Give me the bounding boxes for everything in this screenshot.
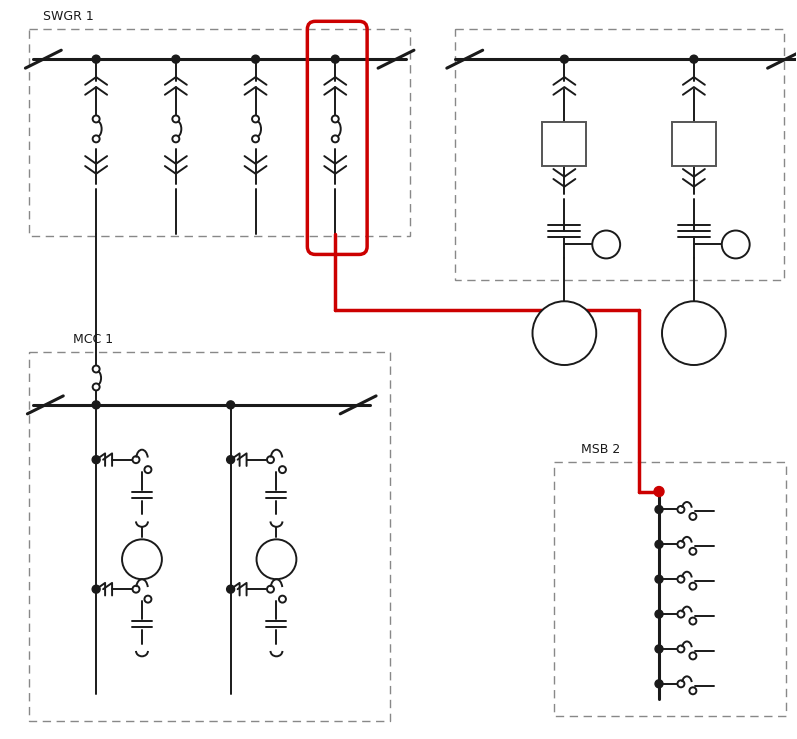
Circle shape <box>122 539 162 579</box>
Circle shape <box>677 645 685 653</box>
Circle shape <box>252 55 260 63</box>
Circle shape <box>677 541 685 548</box>
Circle shape <box>279 596 286 602</box>
Circle shape <box>92 366 100 372</box>
Circle shape <box>689 618 697 624</box>
Circle shape <box>132 456 139 463</box>
Circle shape <box>677 506 685 513</box>
Circle shape <box>532 302 596 365</box>
Bar <box>29 30 410 236</box>
Circle shape <box>257 539 296 579</box>
Circle shape <box>654 486 664 497</box>
Bar <box>455 30 783 280</box>
Circle shape <box>332 55 340 63</box>
Circle shape <box>144 596 151 602</box>
Circle shape <box>332 115 339 123</box>
Circle shape <box>92 115 100 123</box>
Circle shape <box>689 687 697 694</box>
Circle shape <box>690 55 698 63</box>
Circle shape <box>677 681 685 687</box>
Circle shape <box>132 586 139 593</box>
Circle shape <box>655 610 663 618</box>
Circle shape <box>172 55 180 63</box>
Circle shape <box>92 135 100 143</box>
Circle shape <box>252 135 259 143</box>
Circle shape <box>92 456 100 463</box>
Circle shape <box>92 55 100 63</box>
Bar <box>543 122 587 166</box>
Circle shape <box>655 645 663 653</box>
Circle shape <box>689 582 697 590</box>
Bar <box>672 122 716 166</box>
Circle shape <box>677 576 685 582</box>
Circle shape <box>226 585 234 593</box>
Text: SWGR 1: SWGR 1 <box>43 10 94 24</box>
Circle shape <box>279 466 286 473</box>
Circle shape <box>560 55 568 63</box>
Circle shape <box>655 575 663 583</box>
Circle shape <box>172 135 179 143</box>
Circle shape <box>662 302 726 365</box>
Circle shape <box>267 456 274 463</box>
Circle shape <box>689 548 697 555</box>
Circle shape <box>655 680 663 688</box>
Circle shape <box>92 401 100 409</box>
Circle shape <box>689 513 697 520</box>
Circle shape <box>226 401 234 409</box>
Circle shape <box>226 456 234 463</box>
Circle shape <box>655 505 663 514</box>
Circle shape <box>92 585 100 593</box>
Circle shape <box>655 540 663 548</box>
Circle shape <box>92 384 100 390</box>
Bar <box>29 352 390 721</box>
Circle shape <box>677 610 685 618</box>
Circle shape <box>722 231 750 259</box>
Circle shape <box>172 115 179 123</box>
Text: MSB 2: MSB 2 <box>581 443 621 456</box>
Circle shape <box>689 653 697 659</box>
Circle shape <box>252 115 259 123</box>
Circle shape <box>592 231 620 259</box>
Text: MCC 1: MCC 1 <box>73 333 113 346</box>
Circle shape <box>267 586 274 593</box>
Bar <box>555 462 786 715</box>
Circle shape <box>144 466 151 473</box>
Circle shape <box>332 135 339 143</box>
